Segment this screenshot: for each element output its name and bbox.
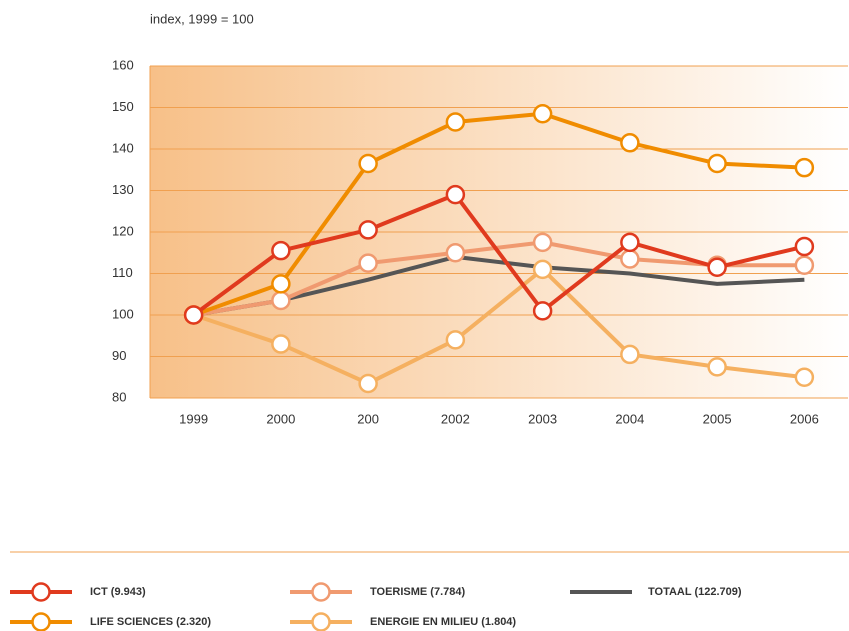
series-line [192, 111, 805, 317]
data-point [271, 334, 291, 354]
y-tick-label: 110 [112, 265, 133, 280]
data-point [183, 305, 204, 325]
series-line [192, 192, 805, 317]
data-point [271, 240, 291, 261]
legend-label: ICT (9.943) [90, 586, 146, 598]
y-tick-label: 120 [112, 223, 134, 238]
data-point [620, 344, 640, 365]
data-point [707, 357, 727, 377]
x-tick-label: 2004 [615, 411, 644, 426]
data-point [794, 255, 815, 275]
data-point [271, 290, 291, 311]
data-point [707, 257, 727, 278]
data-point [707, 153, 727, 174]
data-point [271, 274, 291, 294]
series-line [192, 267, 805, 386]
x-tick-label: 2005 [703, 411, 732, 426]
x-tick-label: 2006 [790, 411, 819, 426]
chart-subtitle: index, 1999 = 100 [150, 11, 254, 26]
y-tick-label: 160 [112, 57, 134, 72]
series-line [193, 254, 805, 317]
data-point [532, 232, 553, 253]
data-point [620, 249, 640, 269]
data-point [445, 330, 466, 350]
x-tick-label: 2000 [266, 411, 295, 426]
data-point [358, 253, 378, 273]
legend-marker [31, 612, 51, 631]
legend-label: TOERISME (7.784) [370, 586, 465, 598]
data-point [620, 232, 640, 253]
data-point [445, 243, 466, 263]
data-point [445, 112, 466, 132]
data-point [358, 373, 378, 394]
x-tick-label: 200 [357, 411, 379, 426]
data-point [794, 157, 815, 178]
y-tick-label: 80 [112, 389, 126, 404]
legend-label: TOTAAL (122.709) [648, 586, 742, 598]
y-tick-label: 100 [112, 306, 134, 321]
data-point [532, 259, 553, 280]
data-point [358, 153, 378, 174]
data-point [794, 236, 815, 257]
data-point [532, 301, 553, 321]
x-tick-label: 2003 [528, 411, 557, 426]
legend-marker [31, 582, 51, 602]
legend-marker [311, 612, 331, 631]
data-point [445, 184, 466, 205]
data-point [532, 103, 553, 124]
y-tick-label: 90 [112, 348, 126, 363]
data-point [620, 133, 640, 153]
x-tick-label: 2002 [441, 411, 470, 426]
data-point [794, 367, 815, 387]
y-tick-label: 140 [112, 140, 134, 155]
legend-marker [311, 582, 331, 602]
y-tick-label: 130 [112, 182, 134, 197]
y-tick-label: 150 [112, 99, 134, 114]
x-tick-label: 1999 [179, 411, 208, 426]
data-point [358, 220, 378, 240]
legend-label: LIFE SCIENCES (2.320) [90, 616, 211, 628]
legend-label: ENERGIE EN MILIEU (1.804) [370, 616, 516, 628]
